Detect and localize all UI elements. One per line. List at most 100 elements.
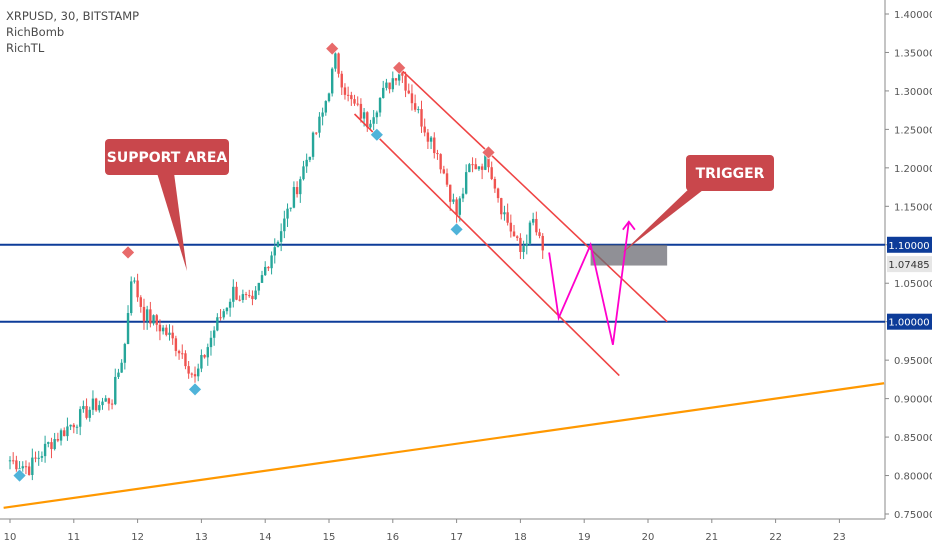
candle-body (366, 112, 369, 128)
candle-body (455, 199, 458, 215)
candle-body (324, 101, 328, 113)
candle-body (337, 53, 340, 74)
x-tick-label: 23 (833, 532, 846, 543)
candle-body (385, 82, 388, 88)
candle-body (88, 409, 91, 418)
candle-body (212, 330, 216, 338)
x-tick-label: 16 (386, 532, 399, 543)
candle-body (85, 406, 88, 418)
y-tick-label: 1.25000 (894, 125, 932, 136)
price-tag-lower-level[interactable]: 1.00000 (888, 318, 929, 329)
candle-body (487, 154, 490, 168)
support-callout-label: SUPPORT AREA (107, 150, 228, 166)
x-tick-label: 21 (705, 532, 718, 543)
candle-body (136, 280, 139, 298)
candle-body (40, 456, 44, 458)
candle-body (94, 398, 98, 411)
y-tick-label: 0.85000 (894, 433, 932, 444)
candle-body (53, 439, 56, 450)
trigger-zone-box[interactable] (590, 244, 668, 266)
price-tag-upper-level[interactable]: 1.10000 (888, 241, 929, 252)
candle-body (197, 368, 200, 377)
candle-body (388, 82, 391, 90)
candle-body (506, 212, 509, 223)
candle-body (244, 294, 248, 296)
candle-body (439, 154, 442, 170)
channel-lower-line[interactable] (353, 113, 620, 377)
candle-body (177, 350, 181, 354)
price-tag-current[interactable]: 1.07485 (888, 260, 929, 271)
candle-body (484, 154, 487, 170)
price-tag-upper-level-bg (887, 236, 932, 253)
projected-path-arrowhead (622, 220, 636, 231)
indicator-richbomb[interactable]: RichBomb (6, 25, 65, 39)
candle-body (353, 99, 356, 104)
candle-body (56, 439, 60, 441)
candle-body (468, 164, 471, 173)
candle-body (429, 137, 433, 142)
candle-body (519, 237, 522, 252)
symbol-line[interactable]: XRPUSD, 30, BITSTAMP (6, 9, 140, 23)
candle-body (238, 299, 241, 301)
candle-body (423, 126, 426, 133)
candle-body (493, 178, 497, 189)
candle-body (445, 173, 449, 185)
projected-path[interactable] (548, 221, 630, 345)
candle-body (24, 466, 28, 468)
candle-body (155, 315, 158, 325)
candle-body (516, 236, 519, 238)
candle-body (161, 327, 165, 332)
channel-upper-line[interactable] (398, 67, 668, 323)
sell-signal-marker[interactable] (481, 145, 496, 160)
candle-body (101, 401, 104, 406)
candle-body (187, 366, 190, 374)
candle-body (225, 307, 229, 312)
buy-signal-marker[interactable] (188, 382, 202, 397)
candle-body (126, 313, 130, 344)
candle-body (251, 295, 254, 300)
y-tick-label: 1.20000 (894, 164, 932, 175)
candle-body (299, 179, 302, 195)
candle-body (184, 353, 187, 367)
candle-body (295, 187, 299, 195)
candle-body (37, 457, 40, 459)
buy-signal-marker[interactable] (449, 222, 464, 237)
candle-body (397, 71, 401, 81)
candle-body (417, 109, 420, 111)
candle-body (104, 398, 107, 402)
buy-signal-marker[interactable] (12, 468, 27, 483)
y-tick-label: 1.30000 (894, 87, 932, 98)
trigger-callout-box[interactable] (686, 155, 774, 191)
candle-body (464, 172, 468, 194)
candle-body (372, 117, 375, 124)
candle-body (426, 132, 430, 142)
candle-body (8, 460, 12, 462)
candle-body (302, 166, 305, 180)
candle-body (343, 87, 347, 95)
candle-body (283, 218, 286, 232)
candle-body (158, 324, 162, 332)
candle-body (181, 353, 184, 355)
candle-body (34, 457, 37, 459)
candle-body (241, 294, 245, 300)
candle-body (359, 103, 363, 119)
candle-body (286, 208, 289, 219)
indicator-richtl[interactable]: RichTL (6, 41, 45, 55)
support-callout-box[interactable] (105, 139, 229, 175)
candle-body (114, 376, 117, 405)
candle-body (235, 286, 238, 300)
candle-body (330, 68, 334, 94)
y-tick-label: 0.80000 (894, 472, 932, 483)
candle-body (193, 374, 197, 377)
candle-body (474, 164, 477, 170)
sell-signal-marker[interactable] (121, 245, 135, 260)
candle-body (394, 78, 398, 81)
candle-body (190, 373, 194, 375)
candle-body (145, 309, 149, 322)
buy-signal-marker[interactable] (369, 127, 384, 142)
sell-signal-marker[interactable] (392, 60, 407, 75)
sell-signal-marker[interactable] (325, 41, 340, 56)
ascending-trendline[interactable] (3, 382, 885, 509)
